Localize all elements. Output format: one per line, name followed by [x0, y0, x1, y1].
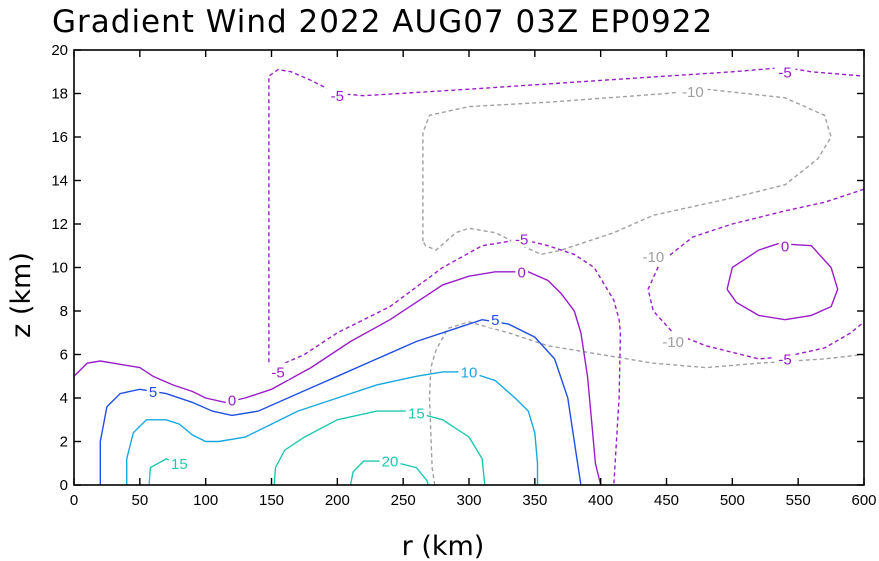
contour-label: -5: [515, 232, 528, 249]
contour-label-bg: [326, 86, 348, 104]
contour-line-neg5: [647, 188, 865, 360]
plot-frame: [73, 49, 865, 486]
y-axis-label: z (km): [6, 252, 37, 338]
contour-label-bg: [405, 404, 427, 422]
contour-line-neg10: [428, 321, 865, 486]
contour-label-bg: [146, 382, 160, 400]
contour-label-bg: [678, 82, 708, 100]
y-tick-label: 12: [51, 216, 68, 233]
contour-lines: [73, 66, 865, 486]
y-tick-label: 2: [60, 434, 68, 451]
x-tick-label: 50: [131, 492, 148, 509]
x-tick-label: 0: [70, 492, 78, 509]
contour-label: -10: [662, 334, 684, 351]
contour-label: -5: [778, 64, 791, 81]
contour-label: 15: [171, 456, 188, 473]
y-tick-label: 18: [51, 86, 68, 103]
contour-label: 0: [228, 393, 236, 410]
x-tick-label: 500: [720, 492, 745, 509]
contour-line-neg10: [422, 88, 832, 256]
contour-label: 0: [517, 264, 525, 281]
contour-label: 10: [461, 364, 478, 381]
contour-labels: -5 -5 -10 -5 -10 0 0 -10 5 -5 -5 10 5 0 15 20 15: [146, 62, 796, 473]
contour-label: 20: [382, 454, 399, 471]
contour-label-bg: [489, 310, 502, 328]
y-tick-label: 16: [51, 129, 68, 146]
y-axis-ticks: 0 2 4 6 8 10 12 14 16 18 20: [51, 42, 864, 494]
x-axis-label: r (km): [402, 531, 485, 561]
contour-label-bg: [168, 454, 190, 472]
x-tick-label: 550: [786, 492, 811, 509]
contour-line-neg5: [268, 66, 865, 377]
x-tick-label: 250: [391, 492, 416, 509]
contour-label-bg: [774, 349, 796, 367]
x-tick-label: 200: [325, 492, 350, 509]
contour-label-bg: [379, 452, 401, 470]
contour-label: -10: [642, 249, 664, 266]
x-tick-label: 150: [259, 492, 284, 509]
contour-label-bg: [658, 332, 688, 350]
contour-line-10: [126, 371, 539, 485]
x-tick-label: 350: [522, 492, 547, 509]
x-tick-label: 100: [193, 492, 218, 509]
y-tick-label: 0: [60, 477, 68, 494]
contour-label-bg: [511, 230, 533, 248]
contour-label-bg: [458, 362, 480, 380]
contour-label: 5: [149, 384, 157, 401]
contour-line-5: [99, 318, 582, 486]
x-tick-label: 450: [654, 492, 679, 509]
x-axis-ticks: 0 50 100 150 200 250 300 350 400 450 500 550 600: [70, 50, 877, 509]
contour-label-bg: [778, 236, 792, 254]
contour-label: 0: [781, 238, 789, 255]
chart-title: Gradient Wind 2022 AUG07 03Z EP0922: [52, 4, 713, 40]
contour-line-0: [73, 271, 602, 486]
contour-label-bg: [267, 362, 289, 380]
y-tick-label: 20: [51, 42, 68, 59]
y-tick-label: 8: [60, 303, 68, 320]
contour-label: -5: [271, 364, 284, 381]
contour-line-15: [273, 410, 486, 486]
contour-label-bg: [638, 247, 669, 265]
x-tick-label: 600: [851, 492, 876, 509]
contour-line-neg5: [268, 238, 622, 486]
contour-label: 5: [491, 312, 499, 329]
contour-label: 15: [408, 406, 425, 423]
x-tick-label: 400: [588, 492, 613, 509]
y-tick-label: 14: [51, 173, 68, 190]
contour-label: -5: [331, 88, 344, 105]
contour-label-bg: [774, 62, 796, 80]
x-tick-label: 300: [456, 492, 481, 509]
contour-line-0: [726, 242, 839, 321]
contour-label: -10: [682, 84, 704, 101]
contour-label: -5: [778, 351, 791, 368]
contour-label-bg: [515, 262, 528, 280]
y-tick-label: 10: [51, 260, 68, 277]
contour-label-bg: [225, 391, 239, 409]
y-tick-label: 6: [60, 347, 68, 364]
y-tick-label: 4: [60, 390, 68, 407]
